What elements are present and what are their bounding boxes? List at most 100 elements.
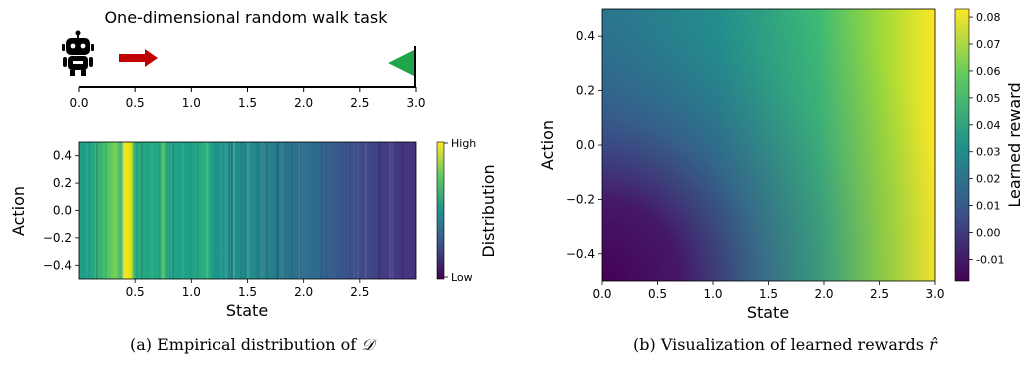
colorbar-tick-label: 0.02 bbox=[976, 173, 1001, 186]
y-tick-label: 0.2 bbox=[53, 176, 72, 190]
y-tick-label: −0.4 bbox=[43, 258, 72, 272]
heatmap-stripe bbox=[325, 142, 328, 279]
track-tick-label: 3.0 bbox=[406, 96, 425, 110]
heatmap-stripe bbox=[233, 142, 236, 279]
colorbar-tick-label: 0.00 bbox=[976, 227, 1001, 240]
heatmap-stripe bbox=[345, 142, 347, 279]
y-axis-ticks: 0.4 0.2 0.0 −0.2 −0.4 bbox=[43, 149, 79, 272]
y-axis-ticks: 0.4 0.2 0.0 −0.2 −0.4 bbox=[566, 29, 602, 261]
x-tick-label: 1.5 bbox=[238, 285, 257, 299]
heatmap-stripe bbox=[380, 142, 382, 279]
heatmap-stripe bbox=[227, 142, 229, 279]
heatmap-stripe bbox=[206, 142, 209, 279]
heatmap-stripe bbox=[135, 142, 137, 279]
heatmap-stripe bbox=[121, 142, 124, 279]
heatmap-stripe bbox=[227, 142, 229, 279]
x-tick-label: 0.0 bbox=[592, 287, 611, 301]
colorbar-tick-label: 0.08 bbox=[976, 11, 1001, 24]
heatmap-stripe bbox=[138, 142, 140, 279]
robot-icon bbox=[62, 30, 94, 76]
x-tick-label: 2.5 bbox=[350, 285, 369, 299]
colorbar-tick-high: High bbox=[451, 137, 476, 150]
heatmap-stripe bbox=[124, 142, 126, 279]
y-tick-label: 0.4 bbox=[53, 149, 72, 163]
x-tick-label: 1.5 bbox=[759, 287, 778, 301]
heatmap-stripe bbox=[232, 142, 235, 279]
heatmap-stripe bbox=[226, 142, 229, 279]
heatmap-stripe bbox=[263, 142, 265, 279]
task-title: One-dimensional random walk task bbox=[104, 8, 388, 27]
heatmap-stripe bbox=[140, 142, 143, 279]
track-tick-label: 2.5 bbox=[350, 96, 369, 110]
colorbar-tick-label: 0.03 bbox=[976, 146, 1001, 159]
heatmap-stripe bbox=[96, 142, 98, 279]
heatmap-stripe bbox=[377, 142, 380, 279]
heatmap-stripe bbox=[224, 142, 227, 279]
heatmap-stripe bbox=[262, 142, 265, 279]
heatmap-stripe bbox=[146, 142, 148, 279]
heatmap-stripe bbox=[136, 142, 139, 279]
heatmap-stripe bbox=[284, 142, 286, 279]
goal-flag-icon bbox=[388, 46, 416, 87]
caption-a: (a) Empirical distribution of 𝒟 bbox=[130, 335, 374, 355]
heatmap-stripe bbox=[95, 142, 97, 279]
heatmap-stripe bbox=[305, 142, 307, 279]
colorbar-tick-label: 0.07 bbox=[976, 38, 1001, 51]
colorbar-tick-label: 0.05 bbox=[976, 92, 1001, 105]
right-arrow-icon bbox=[119, 49, 158, 67]
heatmap-stripe bbox=[279, 142, 281, 279]
heatmap-stripe bbox=[298, 142, 301, 279]
heatmap-stripe bbox=[167, 142, 169, 279]
y-tick-label: −0.4 bbox=[566, 247, 595, 261]
heatmap-stripe bbox=[291, 142, 293, 279]
heatmap-stripe bbox=[119, 142, 122, 279]
heatmap-stripe bbox=[244, 142, 246, 279]
heatmap-stripe bbox=[151, 142, 153, 279]
heatmap-stripe bbox=[242, 142, 244, 279]
heatmap-stripe bbox=[135, 142, 136, 279]
heatmap-stripe bbox=[83, 142, 85, 279]
heatmap-stripe bbox=[259, 142, 261, 279]
track-tick-label: 2.0 bbox=[294, 96, 313, 110]
x-tick-label: 3.0 bbox=[925, 287, 944, 301]
heatmap-stripe bbox=[85, 142, 87, 279]
track-tick-label: 1.5 bbox=[238, 96, 257, 110]
heatmap-stripe bbox=[245, 142, 247, 279]
track-tick-label: 0.0 bbox=[69, 96, 88, 110]
x-axis-ticks: 0.0 0.5 1.0 1.5 2.0 2.5 3.0 bbox=[592, 281, 945, 301]
x-tick-label: 2.5 bbox=[870, 287, 889, 301]
heatmap-stripe bbox=[197, 142, 199, 279]
heatmap-stripe bbox=[232, 142, 235, 279]
heatmap-stripe bbox=[391, 142, 394, 279]
caption-b-symbol: r̂ bbox=[929, 335, 937, 354]
colorbar-tick-label: -0.01 bbox=[976, 253, 1004, 266]
heatmap-stripe bbox=[276, 142, 278, 279]
x-tick-label: 2.0 bbox=[814, 287, 833, 301]
caption-a-text: (a) Empirical distribution of bbox=[130, 335, 362, 354]
heatmap-stripe bbox=[282, 142, 284, 279]
heatmap-stripe bbox=[124, 142, 126, 279]
heatmap-stripe bbox=[230, 142, 233, 279]
heatmap-stripe bbox=[231, 142, 233, 279]
heatmap-stripe bbox=[403, 142, 405, 279]
heatmap-stripe bbox=[141, 142, 143, 279]
heatmap-stripe bbox=[389, 142, 391, 279]
heatmap-stripe bbox=[215, 142, 217, 279]
x-tick-label: 2.0 bbox=[294, 285, 313, 299]
heatmap-stripe bbox=[266, 142, 269, 279]
heatmap-stripe bbox=[289, 142, 291, 279]
heatmap-stripe bbox=[302, 142, 304, 279]
y-tick-label: 0.2 bbox=[576, 84, 595, 98]
heatmap-stripe bbox=[190, 142, 192, 279]
reward-heatmap bbox=[602, 9, 935, 281]
heatmap-stripe bbox=[358, 142, 360, 279]
heatmap-stripe bbox=[248, 142, 250, 279]
heatmap-stripe bbox=[240, 142, 242, 279]
heatmap-stripe bbox=[121, 142, 124, 279]
track-tick-label: 0.5 bbox=[126, 96, 145, 110]
colorbar-tick-low: Low bbox=[451, 271, 473, 284]
